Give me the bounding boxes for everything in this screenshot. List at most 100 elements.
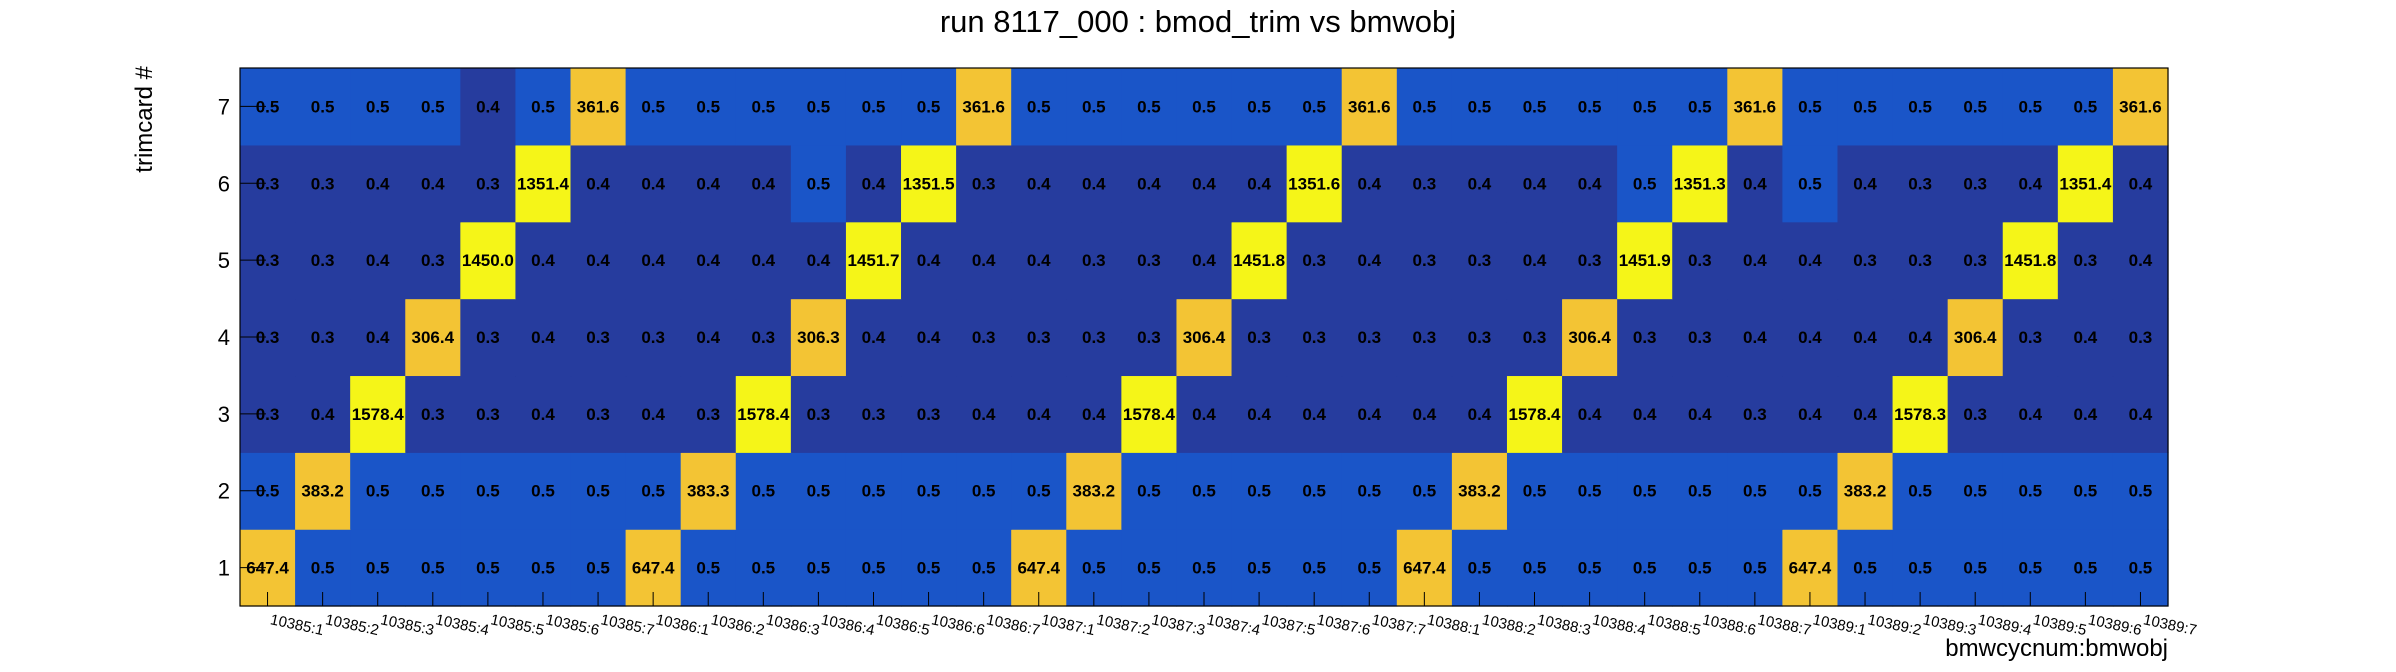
cell-value-label: 0.5 xyxy=(1963,559,1987,578)
cell-value-label: 0.4 xyxy=(311,405,335,424)
heatmap-cell xyxy=(405,298,461,377)
heatmap-cell xyxy=(1837,298,1894,377)
cell-value-label: 0.5 xyxy=(917,97,941,116)
cell-value-label: 0.5 xyxy=(1192,97,1216,116)
heatmap-cell xyxy=(295,452,351,530)
heatmap-cell xyxy=(625,144,682,223)
heatmap-cell xyxy=(515,221,572,300)
heatmap-cell xyxy=(1837,375,1894,453)
heatmap-cell xyxy=(1066,452,1122,530)
heatmap-cell xyxy=(1782,144,1839,223)
cell-value-label: 0.5 xyxy=(807,97,831,116)
cell-value-label: 1351.5 xyxy=(903,174,955,193)
cell-value-label: 0.4 xyxy=(366,251,390,270)
heatmap-cell xyxy=(515,68,572,146)
heatmap-cell xyxy=(460,144,517,223)
heatmap-cell xyxy=(901,68,957,146)
cell-value-label: 0.4 xyxy=(2018,405,2042,424)
heatmap-cell xyxy=(1341,375,1398,453)
heatmap-cell xyxy=(1892,452,1949,530)
heatmap-cell xyxy=(1176,375,1233,453)
heatmap-cell xyxy=(1011,68,1067,146)
cell-value-label: 0.3 xyxy=(311,328,335,347)
cell-value-label: 0.3 xyxy=(1743,405,1767,424)
x-tick-label: 10388:6 xyxy=(1701,611,1758,639)
cell-value-label: 0.5 xyxy=(1137,97,1161,116)
heatmap-cell xyxy=(1892,221,1949,300)
cell-value-label: 0.3 xyxy=(862,405,886,424)
chart-title: run 8117_000 : bmod_trim vs bmwobj xyxy=(940,4,1456,39)
cell-value-label: 0.3 xyxy=(641,328,665,347)
cell-value-label: 0.3 xyxy=(256,174,280,193)
heatmap-cell xyxy=(680,298,737,377)
y-tick-label: 4 xyxy=(218,325,230,350)
x-tick-label: 10385:1 xyxy=(269,611,326,639)
cell-value-label: 361.6 xyxy=(2119,97,2162,116)
heatmap-cell xyxy=(2002,375,2059,453)
cell-value-label: 0.4 xyxy=(2129,405,2153,424)
x-tick-label: 10385:6 xyxy=(544,611,601,639)
heatmap-cell xyxy=(1011,144,1067,223)
heatmap-cell xyxy=(460,452,517,530)
y-tick-label: 3 xyxy=(218,402,230,427)
cell-value-label: 1351.6 xyxy=(1288,174,1340,193)
cell-value-label: 0.5 xyxy=(1523,97,1547,116)
cell-value-label: 0.5 xyxy=(1523,559,1547,578)
heatmap-cell xyxy=(295,144,351,223)
heatmap-cell xyxy=(1396,68,1453,146)
heatmap-cell xyxy=(1617,298,1673,377)
cell-value-label: 0.4 xyxy=(1357,405,1381,424)
cell-value-label: 0.5 xyxy=(696,97,720,116)
x-tick-label: 10387:1 xyxy=(1040,611,1097,639)
cell-value-label: 0.5 xyxy=(421,97,445,116)
cell-value-label: 0.3 xyxy=(972,328,996,347)
cell-value-label: 0.3 xyxy=(1468,251,1492,270)
heatmap-cell xyxy=(790,298,847,377)
heatmap-cell xyxy=(845,375,902,453)
heatmap-cell xyxy=(1451,375,1508,453)
cell-value-label: 0.5 xyxy=(696,559,720,578)
heatmap-cell xyxy=(901,452,957,530)
cell-value-label: 0.3 xyxy=(256,405,280,424)
heatmap-cell xyxy=(1121,375,1178,453)
cell-value-label: 306.4 xyxy=(1568,328,1611,347)
heatmap-cell xyxy=(680,375,737,453)
heatmap-cell xyxy=(1121,68,1178,146)
cell-value-label: 0.3 xyxy=(1302,328,1326,347)
cell-value-label: 0.4 xyxy=(641,174,665,193)
heatmap-cell xyxy=(405,144,461,223)
cell-value-label: 0.5 xyxy=(862,97,886,116)
y-axis-label: trimcard # xyxy=(131,65,158,172)
x-tick-label: 10387:4 xyxy=(1205,611,1262,639)
cell-value-label: 1578.3 xyxy=(1894,405,1946,424)
cell-value-label: 0.4 xyxy=(1027,174,1051,193)
heatmap-cell xyxy=(1782,68,1839,146)
heatmap-cell xyxy=(570,452,627,530)
heatmap-cell xyxy=(1562,144,1618,223)
heatmap-cell xyxy=(515,375,572,453)
x-tick-label: 10387:3 xyxy=(1150,611,1207,639)
cell-value-label: 0.4 xyxy=(366,328,390,347)
cell-value-label: 0.4 xyxy=(862,328,886,347)
x-tick-label: 10386:5 xyxy=(875,611,932,639)
heatmap-cell xyxy=(1727,68,1783,146)
cell-value-label: 0.4 xyxy=(1743,328,1767,347)
cell-value-label: 0.3 xyxy=(1082,328,1106,347)
cell-value-label: 0.5 xyxy=(586,482,610,501)
cell-value-label: 0.4 xyxy=(751,174,775,193)
cell-value-label: 0.5 xyxy=(1688,482,1712,501)
heatmap-cell xyxy=(1837,68,1894,146)
cell-value-label: 0.5 xyxy=(256,97,280,116)
cell-value-label: 0.3 xyxy=(2074,251,2098,270)
cell-value-label: 0.5 xyxy=(311,97,335,116)
cell-value-label: 0.3 xyxy=(1908,251,1932,270)
y-tick-label: 6 xyxy=(218,171,230,196)
cell-value-label: 0.5 xyxy=(917,482,941,501)
heatmap-cell xyxy=(1176,298,1233,377)
y-tick-label: 5 xyxy=(218,248,230,273)
cell-value-label: 0.5 xyxy=(1302,482,1326,501)
heatmap-cell xyxy=(1121,298,1178,377)
cell-value-label: 0.4 xyxy=(2129,174,2153,193)
cell-value-label: 0.4 xyxy=(641,251,665,270)
heatmap-cell xyxy=(460,68,517,146)
